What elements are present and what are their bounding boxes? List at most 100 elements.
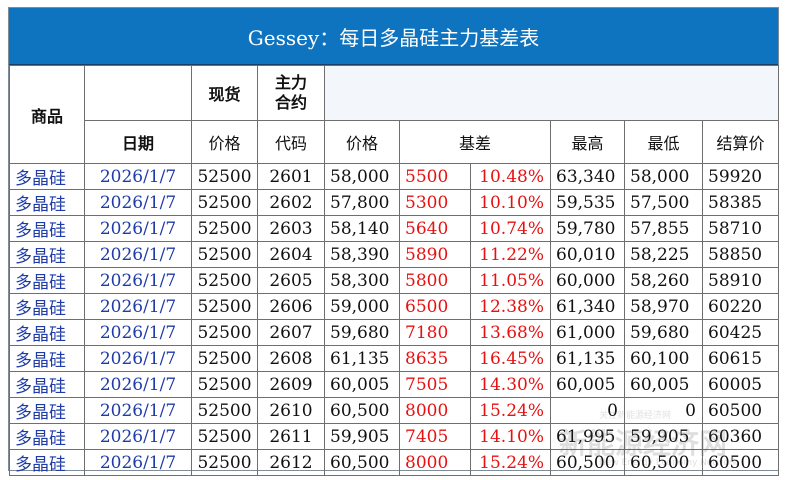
header-date: 日期 <box>84 120 192 164</box>
cell-high: 61,000 <box>550 319 625 346</box>
cell-contract-code: 2611 <box>257 423 325 450</box>
cell-spot-price: 52500 <box>191 293 258 320</box>
header-main-contract: 主力 合约 <box>257 65 325 121</box>
cell-commodity: 多晶硅 <box>9 241 85 268</box>
table-row: 多晶硅 2026/1/7 52500 2612 60,500 8000 15.24% 60,5… <box>9 449 780 476</box>
cell-low: 59,905 <box>624 423 703 450</box>
cell-basis: 5890 <box>399 241 471 268</box>
header-main-contract-line1: 主力 <box>274 73 307 92</box>
table-row: 多晶硅 2026/1/7 52500 2606 59,000 6500 12.38% 61,3… <box>9 293 780 320</box>
cell-basis: 6500 <box>399 293 471 320</box>
cell-contract-code: 2606 <box>257 293 325 320</box>
cell-high: 60,500 <box>550 449 625 476</box>
cell-basis-pct: 14.30% <box>470 371 551 398</box>
cell-basis: 7405 <box>399 423 471 450</box>
cell-date: 2026/1/7 <box>84 189 192 216</box>
cell-basis-pct: 10.74% <box>470 215 551 242</box>
cell-spot-price: 52500 <box>191 319 258 346</box>
cell-settle: 58850 <box>701 241 780 268</box>
cell-contract-code: 2607 <box>257 319 325 346</box>
cell-low: 58,225 <box>624 241 703 268</box>
cell-low: 0 <box>624 397 703 424</box>
cell-futures-price: 60,500 <box>324 397 400 424</box>
cell-basis-pct: 10.48% <box>470 163 551 190</box>
cell-settle: 60500 <box>701 397 780 424</box>
cell-settle: 58385 <box>701 189 780 216</box>
cell-contract-code: 2604 <box>257 241 325 268</box>
table-row: 多晶硅 2026/1/7 52500 2602 57,800 5300 10.10% 59,5… <box>9 189 780 216</box>
cell-low: 58,260 <box>624 267 703 294</box>
table-row: 多晶硅 2026/1/7 52500 2603 58,140 5640 10.74% 59,7… <box>9 215 780 242</box>
cell-date: 2026/1/7 <box>84 267 192 294</box>
cell-basis: 7505 <box>399 371 471 398</box>
cell-high: 63,340 <box>550 163 625 190</box>
cell-date: 2026/1/7 <box>84 423 192 450</box>
cell-futures-price: 61,135 <box>324 345 400 372</box>
cell-spot-price: 52500 <box>191 449 258 476</box>
header-spot: 现货 <box>191 65 258 121</box>
cell-commodity: 多晶硅 <box>9 371 85 398</box>
header-spot-price: 价格 <box>191 120 258 164</box>
cell-basis-pct: 12.38% <box>470 293 551 320</box>
cell-commodity: 多晶硅 <box>9 397 85 424</box>
cell-contract-code: 2608 <box>257 345 325 372</box>
table-row: 多晶硅 2026/1/7 52500 2608 61,135 8635 16.45% 61,1… <box>9 345 780 372</box>
cell-basis-pct: 15.24% <box>470 397 551 424</box>
cell-basis: 8635 <box>399 345 471 372</box>
table-row: 多晶硅 2026/1/7 52500 2609 60,005 7505 14.30% 60,0… <box>9 371 780 398</box>
cell-futures-price: 57,800 <box>324 189 400 216</box>
cell-low: 57,855 <box>624 215 703 242</box>
header-row-bottom: 日期 价格 代码 价格 基差 最高 最低 结算价 <box>10 120 780 164</box>
cell-high: 61,995 <box>550 423 625 450</box>
cell-futures-price: 59,905 <box>324 423 400 450</box>
cell-contract-code: 2602 <box>257 189 325 216</box>
header-low: 最低 <box>624 120 703 164</box>
cell-commodity: 多晶硅 <box>9 345 85 372</box>
cell-contract-code: 2609 <box>257 371 325 398</box>
header-main-contract-line2: 合约 <box>274 93 307 112</box>
cell-settle: 58710 <box>701 215 780 242</box>
table-row: 多晶硅 2026/1/7 52500 2604 58,390 5890 11.22% 60,0… <box>9 241 780 268</box>
cell-basis-pct: 10.10% <box>470 189 551 216</box>
header-futures-price: 价格 <box>324 120 400 164</box>
table-title: Gessey：每日多晶硅主力基差表 <box>9 8 778 65</box>
cell-futures-price: 60,500 <box>324 449 400 476</box>
cell-spot-price: 52500 <box>191 345 258 372</box>
cell-spot-price: 52500 <box>191 163 258 190</box>
cell-high: 59,535 <box>550 189 625 216</box>
cell-commodity: 多晶硅 <box>9 189 85 216</box>
cell-date: 2026/1/7 <box>84 163 192 190</box>
table-row: 多晶硅 2026/1/7 52500 2610 60,500 8000 15.24% 0 0 60… <box>9 397 780 424</box>
cell-spot-price: 52500 <box>191 241 258 268</box>
cell-commodity: 多晶硅 <box>9 163 85 190</box>
cell-contract-code: 2612 <box>257 449 325 476</box>
header-code: 代码 <box>257 120 325 164</box>
cell-basis-pct: 11.22% <box>470 241 551 268</box>
cell-futures-price: 59,680 <box>324 319 400 346</box>
basis-table: 商品 现货 主力 合约 日期 价格 代码 价格 基差 最高 最低 结算价 多晶硅… <box>9 65 780 476</box>
cell-basis-pct: 16.45% <box>470 345 551 372</box>
cell-high: 59,780 <box>550 215 625 242</box>
cell-date: 2026/1/7 <box>84 371 192 398</box>
cell-basis-pct: 11.05% <box>470 267 551 294</box>
table-row: 多晶硅 2026/1/7 52500 2611 59,905 7405 14.10% 61,9… <box>9 423 780 450</box>
cell-commodity: 多晶硅 <box>9 319 85 346</box>
cell-basis: 7180 <box>399 319 471 346</box>
cell-commodity: 多晶硅 <box>9 293 85 320</box>
cell-basis: 5300 <box>399 189 471 216</box>
cell-spot-price: 52500 <box>191 215 258 242</box>
header-blank-area <box>323 65 780 121</box>
cell-basis: 8000 <box>399 449 471 476</box>
header-blank-date-top <box>84 65 192 121</box>
cell-basis: 5800 <box>399 267 471 294</box>
cell-date: 2026/1/7 <box>84 345 192 372</box>
table-row: 多晶硅 2026/1/7 52500 2607 59,680 7180 13.68% 61,0… <box>9 319 780 346</box>
header-high: 最高 <box>550 120 625 164</box>
cell-basis: 8000 <box>399 397 471 424</box>
cell-low: 60,100 <box>624 345 703 372</box>
cell-settle: 60005 <box>701 371 780 398</box>
cell-basis-pct: 14.10% <box>470 423 551 450</box>
cell-contract-code: 2605 <box>257 267 325 294</box>
header-basis: 基差 <box>399 120 551 164</box>
cell-high: 61,135 <box>550 345 625 372</box>
